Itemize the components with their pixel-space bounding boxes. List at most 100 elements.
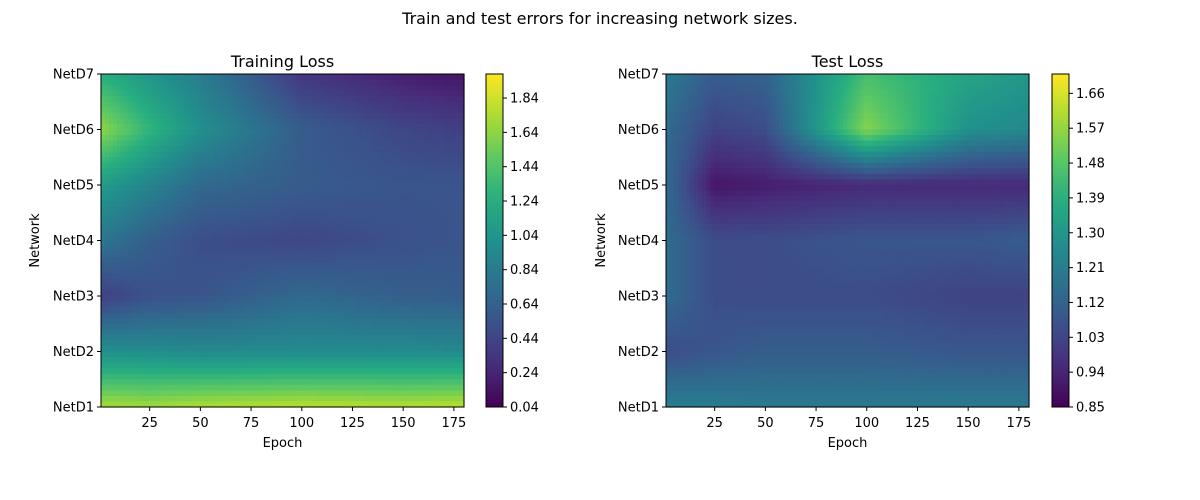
training-loss-heatmap-cell xyxy=(217,185,223,192)
training-loss-heatmap-cell xyxy=(318,207,324,214)
training-loss-heatmap-cell xyxy=(399,112,405,119)
training-loss-heatmap-cell xyxy=(258,279,263,286)
training-loss-heatmap-cell xyxy=(367,307,372,314)
training-loss-heatmap-cell xyxy=(298,257,304,264)
training-loss-heatmap-cell xyxy=(411,218,417,225)
training-loss-heatmap-cell xyxy=(290,290,296,297)
training-loss-heatmap-cell xyxy=(403,74,409,81)
training-loss-heatmap-cell xyxy=(230,240,235,247)
training-loss-heatmap-cell xyxy=(266,229,271,236)
training-loss-heatmap-cell xyxy=(290,312,296,319)
training-loss-heatmap-cell xyxy=(153,262,159,269)
training-loss-heatmap-cell xyxy=(338,185,344,192)
training-loss-heatmap-cell xyxy=(213,74,219,81)
training-loss-heatmap-cell xyxy=(294,340,300,347)
training-loss-heatmap-cell xyxy=(133,373,138,380)
training-loss-heatmap-cell xyxy=(395,201,401,208)
training-loss-heatmap-cell xyxy=(359,135,364,142)
training-loss-heatmap-cell xyxy=(286,123,292,131)
training-loss-heatmap-cell xyxy=(419,129,425,136)
training-loss-heatmap-cell xyxy=(209,373,215,380)
training-loss-heatmap-cell xyxy=(351,229,356,236)
training-loss-heatmap-cell xyxy=(391,79,397,86)
training-loss-heatmap-cell xyxy=(443,135,449,142)
training-loss-heatmap-cell xyxy=(117,85,122,92)
training-loss-heatmap-cell xyxy=(347,368,352,375)
training-loss-heatmap-cell xyxy=(334,279,340,286)
training-loss-heatmap-cell xyxy=(113,135,118,142)
training-loss-heatmap-cell xyxy=(201,162,207,169)
training-loss-heatmap-cell xyxy=(222,168,227,175)
training-loss-heatmap-cell xyxy=(411,362,417,369)
training-loss-heatmap-cell xyxy=(254,212,259,219)
training-loss-heatmap-cell xyxy=(419,368,425,375)
training-loss-heatmap-cell xyxy=(173,268,179,275)
training-loss-heatmap-cell xyxy=(149,179,155,186)
training-loss-heatmap-cell xyxy=(213,207,219,214)
training-loss-heatmap-cell xyxy=(459,312,465,319)
training-loss-heatmap-cell xyxy=(246,357,251,364)
training-loss-heatmap-cell xyxy=(193,140,199,147)
training-loss-heatmap-cell xyxy=(117,301,122,308)
training-loss-heatmap-cell xyxy=(238,196,243,203)
training-loss-heatmap-cell xyxy=(314,290,320,297)
training-loss-heatmap-cell xyxy=(149,223,155,230)
training-loss-heatmap-cell xyxy=(181,373,187,380)
training-loss-heatmap-cell xyxy=(149,129,155,136)
training-loss-heatmap-cell xyxy=(451,340,457,347)
training-loss-heatmap-cell xyxy=(274,74,280,81)
training-loss-heatmap-cell xyxy=(359,334,364,341)
training-loss-heatmap-cell xyxy=(181,101,187,108)
training-loss-heatmap-cell xyxy=(367,123,372,131)
training-loss-heatmap-cell xyxy=(145,329,150,336)
training-loss-heatmap-cell xyxy=(105,368,110,375)
training-loss-heatmap-cell xyxy=(314,140,320,147)
training-loss-heatmap-cell xyxy=(185,262,191,269)
training-loss-heatmap-cell xyxy=(290,162,296,169)
training-loss-heatmap-cell xyxy=(451,107,457,114)
training-loss-heatmap-cell xyxy=(274,234,280,242)
training-loss-heatmap-cell xyxy=(347,85,352,92)
training-loss-heatmap-cell xyxy=(242,379,247,386)
training-loss-heatmap-cell xyxy=(161,312,167,319)
training-loss-heatmap-cell xyxy=(294,85,300,92)
training-loss-heatmap-cell xyxy=(197,301,203,308)
training-loss-heatmap-cell xyxy=(242,296,247,303)
training-loss-heatmap-cell xyxy=(145,334,150,341)
training-loss-heatmap-cell xyxy=(222,157,227,164)
training-loss-heatmap-cell xyxy=(383,96,388,103)
training-loss-heatmap-cell xyxy=(439,246,445,253)
training-loss-heatmap-cell xyxy=(387,373,392,380)
training-loss-heatmap-cell xyxy=(201,340,207,347)
training-loss-heatmap-cell xyxy=(109,201,114,208)
training-loss-heatmap-cell xyxy=(290,334,296,341)
training-loss-heatmap-cell xyxy=(270,229,276,236)
training-loss-heatmap-cell xyxy=(189,146,195,153)
training-loss-heatmap-cell xyxy=(189,268,195,275)
training-loss-heatmap-cell xyxy=(302,207,308,214)
training-loss-heatmap-cell xyxy=(177,373,183,380)
training-loss-heatmap-cell xyxy=(125,79,130,86)
training-loss-heatmap-cell xyxy=(185,90,191,97)
training-loss-heatmap-cell xyxy=(326,301,332,308)
training-loss-heatmap-cell xyxy=(343,201,348,208)
training-loss-heatmap-cell xyxy=(185,312,191,319)
training-loss-heatmap-cell xyxy=(375,107,380,114)
training-loss-heatmap-cell xyxy=(363,90,368,97)
training-loss-heatmap-cell xyxy=(383,140,388,147)
training-loss-heatmap-cell xyxy=(193,312,199,319)
training-loss-heatmap-cell xyxy=(395,368,401,375)
training-loss-heatmap-cell xyxy=(213,146,219,153)
training-loss-heatmap-cell xyxy=(189,151,195,158)
training-loss-heatmap-cell xyxy=(201,196,207,203)
training-loss-heatmap-cell xyxy=(193,201,199,208)
training-loss-heatmap-cell xyxy=(403,273,409,280)
training-loss-heatmap-cell xyxy=(431,323,437,330)
training-loss-heatmap-cell xyxy=(395,290,401,297)
training-loss-heatmap-cell xyxy=(427,79,433,86)
training-loss-heatmap-cell xyxy=(145,101,150,108)
training-loss-heatmap-cell xyxy=(399,262,405,269)
training-loss-heatmap-cell xyxy=(121,296,126,303)
training-loss-heatmap-cell xyxy=(278,229,284,236)
training-loss-heatmap-cell xyxy=(306,329,312,336)
